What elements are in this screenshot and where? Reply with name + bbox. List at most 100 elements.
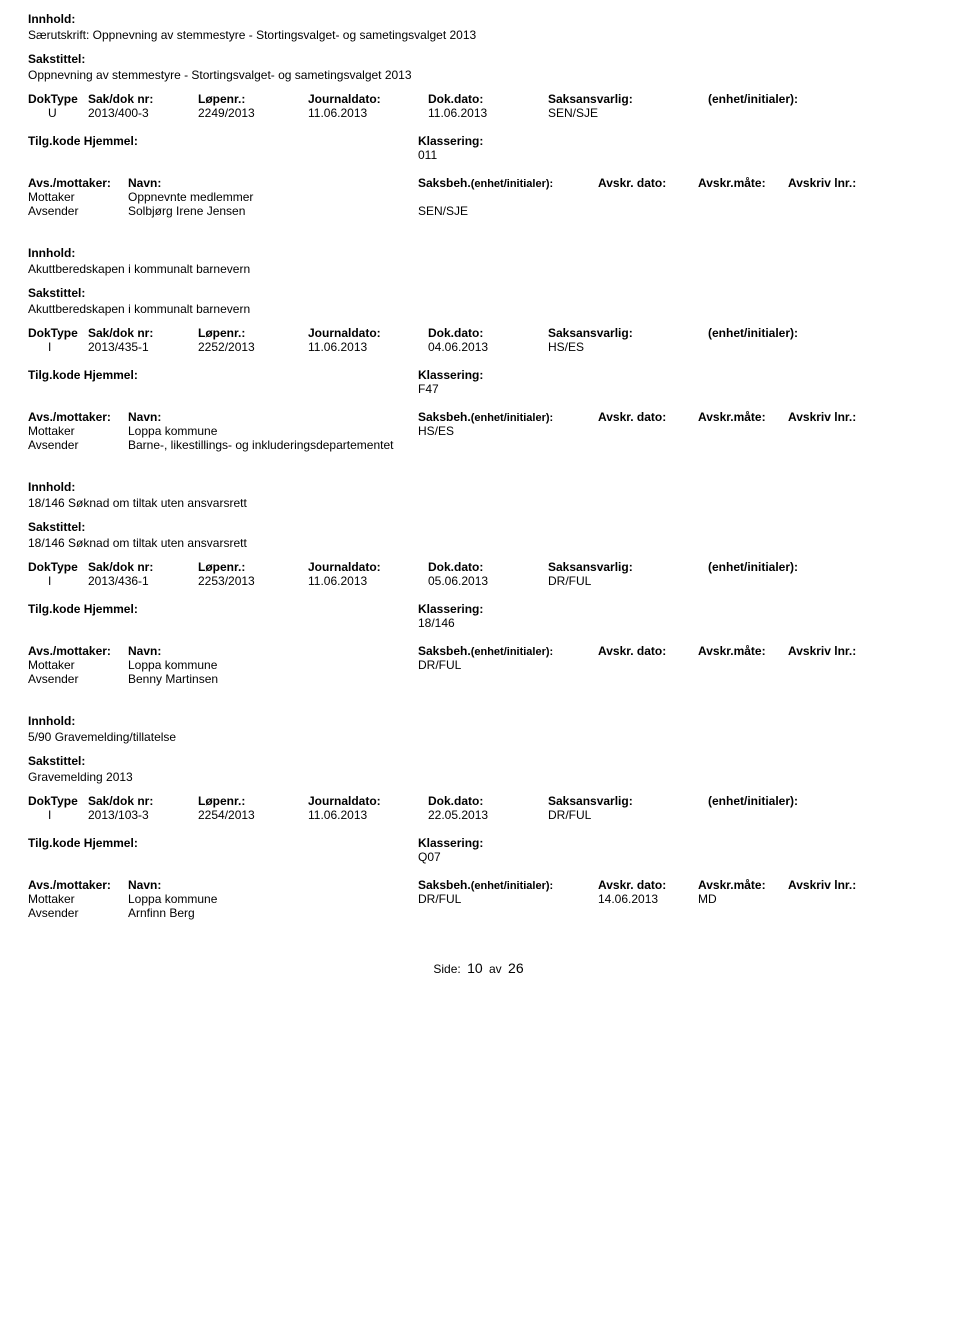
party-role: Avsender <box>28 672 128 686</box>
party-avskriv-lnr <box>788 204 888 218</box>
avskriv-lnr-header: Avskriv lnr.: <box>788 644 888 658</box>
sakstittel-label: Sakstittel: <box>28 754 932 768</box>
sakstittel-text: 18/146 Søknad om tiltak uten ansvarsrett <box>28 536 932 550</box>
party-avskr-dato <box>598 672 698 686</box>
dokdato-header: Dok.dato: <box>428 92 548 106</box>
lopenr-header: Løpenr.: <box>198 326 308 340</box>
party-avskriv-lnr <box>788 438 888 452</box>
avskriv-lnr-header: Avskriv lnr.: <box>788 176 888 190</box>
tilgkode-hjemmel-label: Tilg.kode Hjemmel: <box>28 134 418 148</box>
doktype-header: DokType <box>28 560 88 574</box>
hjemmel-klassering-row: Tilg.kode Hjemmel:Klassering: <box>28 368 932 382</box>
doktype-header: DokType <box>28 794 88 808</box>
tilgkode-hjemmel-label: Tilg.kode Hjemmel: <box>28 602 418 616</box>
innhold-text: 5/90 Gravemelding/tillatelse <box>28 730 932 744</box>
doktype-value: U <box>48 106 88 120</box>
klassering-value: Q07 <box>418 850 441 864</box>
party-avskr-mate <box>698 204 788 218</box>
lopenr-header: Løpenr.: <box>198 794 308 808</box>
party-avskr-mate <box>698 438 788 452</box>
hjemmel-klassering-row: Tilg.kode Hjemmel:Klassering: <box>28 134 932 148</box>
ansvarlig-value: SEN/SJE <box>548 106 708 120</box>
party-avskriv-lnr <box>788 906 888 920</box>
lopenr-value: 2253/2013 <box>198 574 308 588</box>
footer-side-label: Side: <box>433 962 460 976</box>
party-row: MottakerLoppa kommuneDR/FUL14.06.2013MD <box>28 892 932 906</box>
sakstittel-text: Oppnevning av stemmestyre - Stortingsval… <box>28 68 932 82</box>
saksbeh-header: Saksbeh.(enhet/initialer): <box>418 878 598 892</box>
saksbeh-header: Saksbeh.(enhet/initialer): <box>418 410 598 424</box>
enhet-header: (enhet/initialer): <box>708 794 868 808</box>
lopenr-value: 2252/2013 <box>198 340 308 354</box>
sakstittel-text: Akuttberedskapen i kommunalt barnevern <box>28 302 932 316</box>
party-avskr-dato: 14.06.2013 <box>598 892 698 906</box>
journal-record: Innhold:Akuttberedskapen i kommunalt bar… <box>28 246 932 452</box>
avskr-dato-header: Avskr. dato: <box>598 176 698 190</box>
party-name: Loppa kommune <box>128 658 418 672</box>
innhold-text: 18/146 Søknad om tiltak uten ansvarsrett <box>28 496 932 510</box>
navn-header: Navn: <box>128 644 418 658</box>
klassering-label: Klassering: <box>418 368 483 382</box>
saksansvarlig-header: Saksansvarlig: <box>548 326 708 340</box>
klassering-value: F47 <box>418 382 439 396</box>
dokdato-header: Dok.dato: <box>428 560 548 574</box>
saksansvarlig-header: Saksansvarlig: <box>548 560 708 574</box>
avs-mottaker-header: Avs./mottaker: <box>28 878 128 892</box>
avskr-dato-header: Avskr. dato: <box>598 644 698 658</box>
innhold-text: Akuttberedskapen i kommunalt barnevern <box>28 262 932 276</box>
meta-header-row: DokTypeSak/dok nr:Løpenr.:Journaldato:Do… <box>28 560 932 574</box>
innhold-label: Innhold: <box>28 714 932 728</box>
lopenr-header: Løpenr.: <box>198 560 308 574</box>
klassering-label: Klassering: <box>418 602 483 616</box>
klassering-label: Klassering: <box>418 134 483 148</box>
tilgkode-hjemmel-label: Tilg.kode Hjemmel: <box>28 836 418 850</box>
party-avskr-mate: MD <box>698 892 788 906</box>
sakstittel-text: Gravemelding 2013 <box>28 770 932 784</box>
avskr-dato-header: Avskr. dato: <box>598 878 698 892</box>
footer-av: av <box>489 962 502 976</box>
sakstittel-label: Sakstittel: <box>28 520 932 534</box>
avskr-mate-header: Avskr.måte: <box>698 410 788 424</box>
enhet-header: (enhet/initialer): <box>708 326 868 340</box>
footer-total: 26 <box>508 960 524 976</box>
footer-page: 10 <box>467 960 483 976</box>
meta-header-row: DokTypeSak/dok nr:Løpenr.:Journaldato:Do… <box>28 92 932 106</box>
party-row: AvsenderSolbjørg Irene JensenSEN/SJE <box>28 204 932 218</box>
meta-value-row: I2013/436-12253/201311.06.201305.06.2013… <box>28 574 932 588</box>
party-role: Avsender <box>28 204 128 218</box>
doktype-value: I <box>48 340 88 354</box>
party-name: Loppa kommune <box>128 424 418 438</box>
ansvarlig-value: HS/ES <box>548 340 708 354</box>
party-name: Solbjørg Irene Jensen <box>128 204 418 218</box>
sakdoknr-header: Sak/dok nr: <box>88 92 198 106</box>
party-header-row: Avs./mottaker:Navn:Saksbeh.(enhet/initia… <box>28 410 932 424</box>
party-avskriv-lnr <box>788 672 888 686</box>
party-saksbeh: HS/ES <box>418 424 598 438</box>
avs-mottaker-header: Avs./mottaker: <box>28 644 128 658</box>
party-name: Arnfinn Berg <box>128 906 418 920</box>
avskriv-lnr-header: Avskriv lnr.: <box>788 878 888 892</box>
journal-record: Innhold:Særutskrift: Oppnevning av stemm… <box>28 12 932 218</box>
avskr-dato-header: Avskr. dato: <box>598 410 698 424</box>
ansvarlig-value: DR/FUL <box>548 808 708 822</box>
avskr-mate-header: Avskr.måte: <box>698 644 788 658</box>
navn-header: Navn: <box>128 410 418 424</box>
meta-value-row: U2013/400-32249/201311.06.201311.06.2013… <box>28 106 932 120</box>
party-row: MottakerLoppa kommuneHS/ES <box>28 424 932 438</box>
tilgkode-hjemmel-label: Tilg.kode Hjemmel: <box>28 368 418 382</box>
party-avskr-mate <box>698 424 788 438</box>
party-row: MottakerOppnevnte medlemmer <box>28 190 932 204</box>
saksansvarlig-header: Saksansvarlig: <box>548 794 708 808</box>
doktype-header: DokType <box>28 92 88 106</box>
party-name: Oppnevnte medlemmer <box>128 190 418 204</box>
party-role: Avsender <box>28 906 128 920</box>
jdate-value: 11.06.2013 <box>308 808 428 822</box>
party-avskriv-lnr <box>788 658 888 672</box>
party-avskr-mate <box>698 672 788 686</box>
innhold-text: Særutskrift: Oppnevning av stemmestyre -… <box>28 28 932 42</box>
enhet-header: (enhet/initialer): <box>708 92 868 106</box>
party-name: Barne-, likestillings- og inkluderingsde… <box>128 438 418 452</box>
journal-record: Innhold:18/146 Søknad om tiltak uten ans… <box>28 480 932 686</box>
party-avskriv-lnr <box>788 190 888 204</box>
journaldato-header: Journaldato: <box>308 326 428 340</box>
